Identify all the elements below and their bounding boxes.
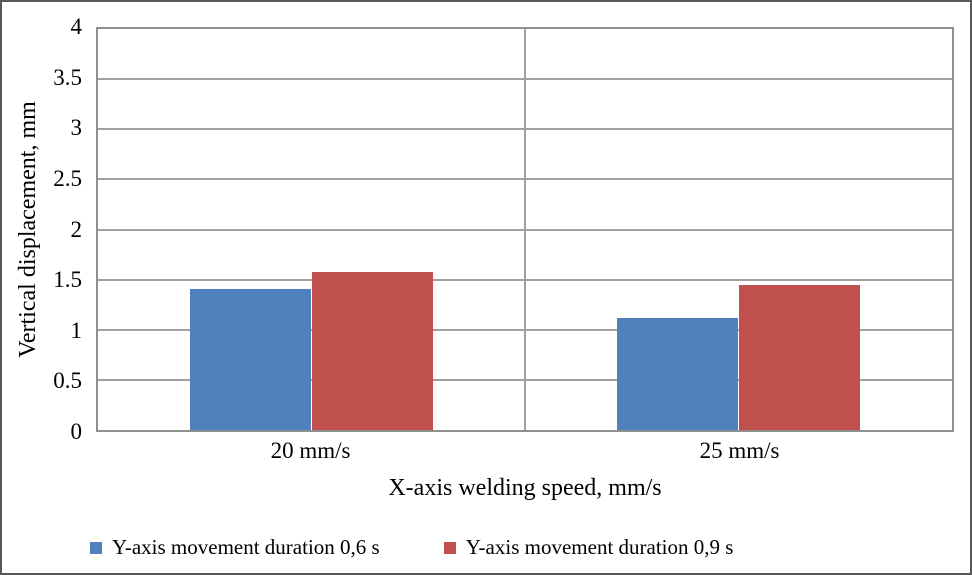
plot-area xyxy=(96,27,954,432)
bar-series1-cat1 xyxy=(738,284,861,430)
bar-series1-cat0 xyxy=(311,271,434,430)
bar-series0-cat0 xyxy=(189,288,312,430)
bar-series0-cat1 xyxy=(616,317,739,430)
y-tick-label: 1 xyxy=(70,317,83,343)
legend: Y-axis movement duration 0,6 s Y-axis mov… xyxy=(2,535,970,560)
y-tick-label: 3.5 xyxy=(53,64,82,90)
legend-item: Y-axis movement duration 0,9 s xyxy=(443,535,734,560)
x-axis-category-labels: 20 mm/s 25 mm/s xyxy=(96,438,954,464)
legend-item: Y-axis movement duration 0,6 s xyxy=(90,535,380,560)
y-tick-label: 4 xyxy=(70,14,83,39)
y-tick-label: 3 xyxy=(70,115,83,141)
legend-swatch-icon xyxy=(443,541,456,554)
y-tick-label: 0.5 xyxy=(53,368,82,394)
y-tick-label: 0 xyxy=(70,419,83,444)
legend-label: Y-axis movement duration 0,6 s xyxy=(112,535,380,559)
y-tick-label: 2.5 xyxy=(53,165,82,191)
y-tick-label: 2 xyxy=(70,216,83,242)
category-separator xyxy=(524,29,526,430)
x-category-label: 20 mm/s xyxy=(270,438,351,463)
legend-swatch-icon xyxy=(90,541,102,554)
x-category-label: 25 mm/s xyxy=(699,438,780,463)
y-tick-label: 1.5 xyxy=(53,267,82,293)
x-axis-title: X-axis welding speed, mm/s xyxy=(388,475,662,501)
legend-label: Y-axis movement duration 0,9 s xyxy=(465,535,734,559)
